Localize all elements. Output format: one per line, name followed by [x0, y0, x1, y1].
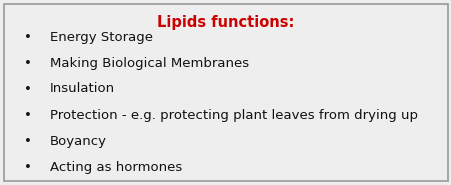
Text: •: •: [24, 161, 32, 174]
Text: Boyancy: Boyancy: [50, 134, 107, 147]
Text: •: •: [24, 56, 32, 70]
FancyBboxPatch shape: [4, 4, 447, 181]
Text: Insulation: Insulation: [50, 83, 115, 95]
Text: •: •: [24, 83, 32, 95]
Text: •: •: [24, 31, 32, 43]
Text: Energy Storage: Energy Storage: [50, 31, 152, 43]
Text: Acting as hormones: Acting as hormones: [50, 161, 182, 174]
Text: Making Biological Membranes: Making Biological Membranes: [50, 56, 249, 70]
Text: Lipids functions:: Lipids functions:: [157, 15, 294, 30]
Text: •: •: [24, 108, 32, 122]
Text: Protection - e.g. protecting plant leaves from drying up: Protection - e.g. protecting plant leave…: [50, 108, 417, 122]
Text: •: •: [24, 134, 32, 147]
